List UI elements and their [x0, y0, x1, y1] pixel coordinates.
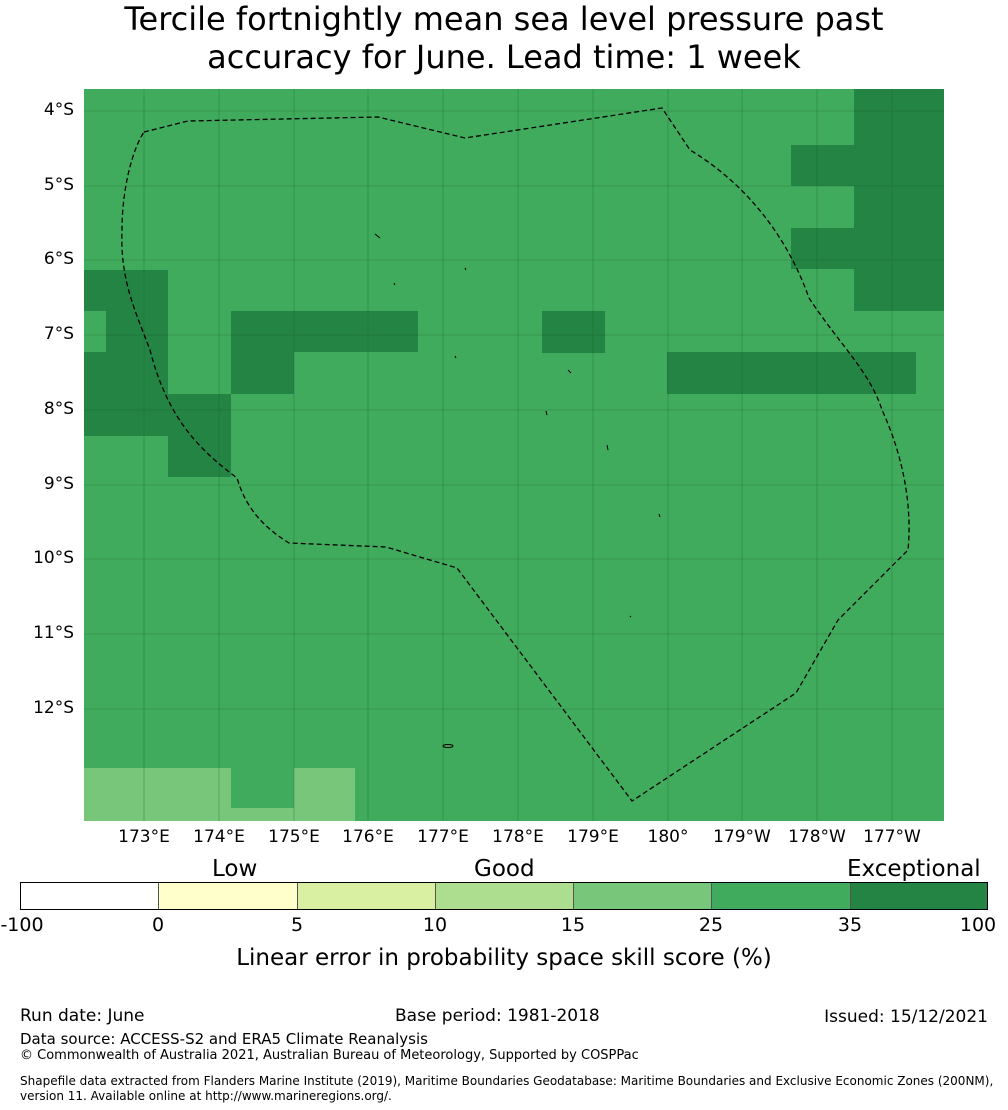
lon-label: 179°E [567, 827, 619, 847]
shapefile-credit-line-2: version 11. Available online at http://w… [20, 1089, 392, 1103]
colorbar-title: Linear error in probability space skill … [236, 945, 772, 971]
lat-label: 6°S [43, 249, 74, 269]
lat-label: 7°S [43, 324, 74, 344]
colorbar-segment [851, 883, 987, 909]
title-line-2: accuracy for June. Lead time: 1 week [207, 38, 801, 76]
lon-label: 173°E [118, 827, 170, 847]
colorbar-segment [159, 883, 298, 909]
shapefile-credit-line-1: Shapefile data extracted from Flanders M… [20, 1074, 994, 1088]
light-cells [84, 768, 355, 821]
lon-label: 179°W [713, 827, 771, 847]
colorbar-tick-label: 10 [422, 914, 448, 936]
colorbar-tick-label: 35 [837, 914, 863, 936]
lon-label: 174°E [193, 827, 245, 847]
colorbar-tick-label: 100 [959, 914, 997, 936]
lat-label: 5°S [43, 175, 74, 195]
lon-label: 178°E [492, 827, 544, 847]
colorbar-tick-label: -100 [0, 914, 44, 936]
lon-label: 177°E [417, 827, 469, 847]
island-outlines [374, 233, 661, 748]
legend-category-exceptional: Exceptional [847, 856, 981, 882]
colorbar-tick-label: 5 [290, 914, 304, 936]
lon-label: 178°W [788, 827, 846, 847]
graticule [84, 89, 944, 821]
lat-label: 10°S [33, 548, 74, 568]
colorbar-tick-label: 15 [560, 914, 586, 936]
eez-boundary [121, 107, 910, 802]
lon-label: 177°W [863, 827, 921, 847]
dark-cells [84, 89, 944, 477]
copyright: © Commonwealth of Australia 2021, Austra… [20, 1048, 639, 1063]
legend-category-low: Low [212, 856, 258, 882]
lat-label: 11°S [33, 623, 74, 643]
colorbar-segment [298, 883, 436, 909]
run-date: Run date: June [20, 1006, 145, 1026]
colorbar-segment [712, 883, 851, 909]
issued-date: Issued: 15/12/2021 [824, 1007, 988, 1027]
lon-label: 180° [647, 827, 689, 847]
data-source: Data source: ACCESS-S2 and ERA5 Climate … [20, 1030, 428, 1048]
map-title: Tercile fortnightly mean sea level press… [0, 0, 1008, 76]
legend-category-good: Good [474, 856, 535, 882]
lat-label: 8°S [43, 399, 74, 419]
colorbar-segment [436, 883, 574, 909]
lat-label: 9°S [43, 474, 74, 494]
lon-label: 176°E [342, 827, 394, 847]
lat-label: 4°S [43, 100, 74, 120]
colorbar-segment [574, 883, 712, 909]
colorbar-tick-label: 0 [151, 914, 165, 936]
base-period: Base period: 1981-2018 [395, 1006, 600, 1026]
colorbar-tick-label: 25 [698, 914, 724, 936]
lat-label: 12°S [33, 698, 74, 718]
title-line-1: Tercile fortnightly mean sea level press… [124, 0, 884, 38]
colorbar [20, 882, 988, 910]
lon-label: 175°E [268, 827, 320, 847]
colorbar-segment [21, 883, 159, 909]
